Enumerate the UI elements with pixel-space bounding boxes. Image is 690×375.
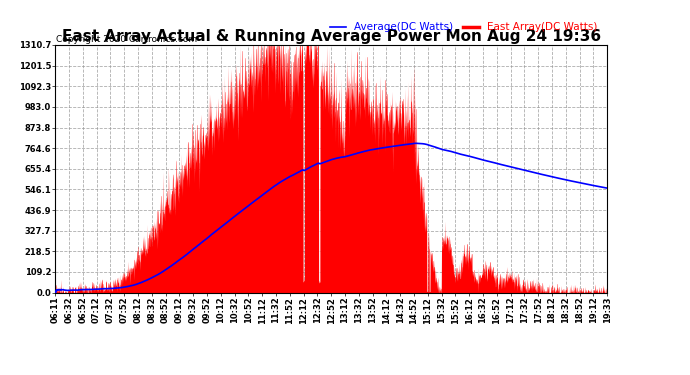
Text: Copyright 2020 Cartronics.com: Copyright 2020 Cartronics.com (56, 35, 197, 44)
Title: East Array Actual & Running Average Power Mon Aug 24 19:36: East Array Actual & Running Average Powe… (61, 29, 601, 44)
Legend: Average(DC Watts), East Array(DC Watts): Average(DC Watts), East Array(DC Watts) (326, 18, 602, 36)
